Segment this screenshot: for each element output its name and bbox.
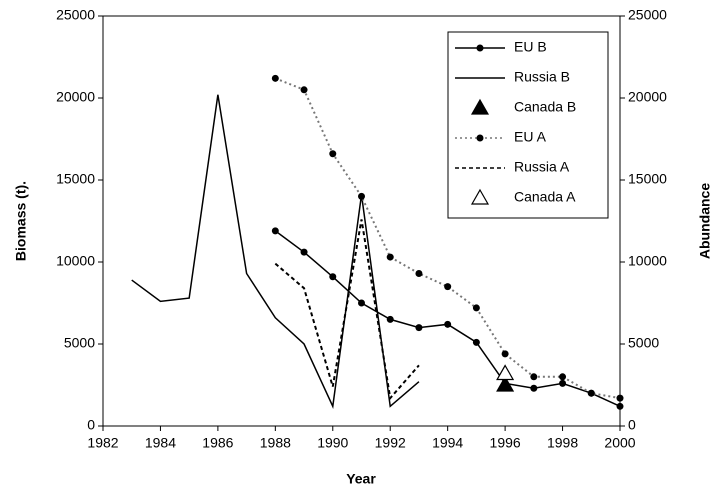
point — [470, 98, 490, 115]
legend-label: Canada B — [514, 99, 576, 115]
y2-tick-label: 0 — [628, 417, 636, 433]
y2-tick-label: 15000 — [628, 171, 667, 187]
point — [444, 283, 452, 291]
point — [329, 273, 337, 281]
point — [386, 253, 394, 261]
y-tick-label: 25000 — [56, 7, 95, 23]
x-tick-label: 2000 — [604, 435, 635, 451]
point — [329, 150, 337, 158]
point — [476, 44, 484, 52]
point — [300, 86, 308, 94]
point — [496, 375, 515, 392]
y-tick-label: 10000 — [56, 253, 95, 269]
series-line — [131, 94, 420, 409]
point — [415, 324, 423, 332]
point — [271, 227, 279, 235]
point — [616, 402, 624, 410]
x-tick-label: 1986 — [202, 435, 233, 451]
legend-label: Russia B — [514, 69, 570, 85]
point — [470, 188, 490, 205]
point — [530, 373, 538, 381]
x-tick-label: 1984 — [145, 435, 176, 451]
plot-frame — [102, 15, 621, 427]
x-tick-label: 1990 — [317, 435, 348, 451]
point — [472, 338, 480, 346]
legend-box — [447, 31, 609, 219]
y-tick-label: 15000 — [56, 171, 95, 187]
x-tick-label: 1994 — [432, 435, 463, 451]
point — [496, 364, 515, 381]
series-line — [274, 219, 420, 401]
point — [444, 320, 452, 328]
legend-label: Canada A — [514, 189, 576, 205]
y2-axis-title: Abundance — [697, 183, 713, 259]
y-tick-label: 20000 — [56, 89, 95, 105]
y2-tick-label: 20000 — [628, 89, 667, 105]
legend-label: EU A — [514, 129, 547, 145]
legend-label: Russia A — [514, 159, 570, 175]
x-tick-label: 1982 — [87, 435, 118, 451]
y2-tick-label: 10000 — [628, 253, 667, 269]
point — [358, 192, 365, 200]
x-tick-label: 1996 — [490, 435, 521, 451]
x-tick-label: 1998 — [547, 435, 578, 451]
x-tick-label: 1992 — [375, 435, 406, 451]
y-axis-title: Biomass (t). — [13, 181, 29, 261]
point — [587, 389, 595, 397]
y2-tick-label: 25000 — [628, 7, 667, 23]
point — [530, 384, 538, 392]
point — [415, 269, 423, 277]
point — [358, 299, 365, 307]
y2-tick-label: 5000 — [628, 335, 659, 351]
legend-label: EU B — [514, 39, 547, 55]
x-axis-title: Year — [346, 471, 376, 487]
point — [616, 394, 624, 402]
point — [559, 373, 567, 381]
point — [300, 248, 308, 256]
x-tick-label: 1988 — [260, 435, 291, 451]
point — [476, 134, 484, 142]
y-tick-label: 0 — [87, 417, 95, 433]
point — [501, 350, 509, 358]
point — [386, 315, 394, 323]
point — [271, 74, 279, 82]
y-tick-label: 5000 — [64, 335, 95, 351]
point — [559, 379, 567, 387]
point — [472, 304, 480, 312]
